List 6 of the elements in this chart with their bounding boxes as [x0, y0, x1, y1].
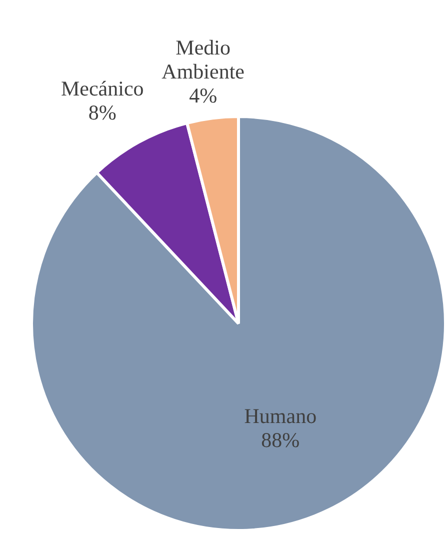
slice-label: Mecánico — [60, 76, 144, 101]
slice-label: Humano — [244, 404, 317, 428]
data-label: 8% — [88, 100, 116, 125]
data-label: 4% — [189, 83, 218, 108]
slice-label: Medio Ambiente — [162, 35, 244, 84]
data-label: 88% — [261, 428, 300, 452]
